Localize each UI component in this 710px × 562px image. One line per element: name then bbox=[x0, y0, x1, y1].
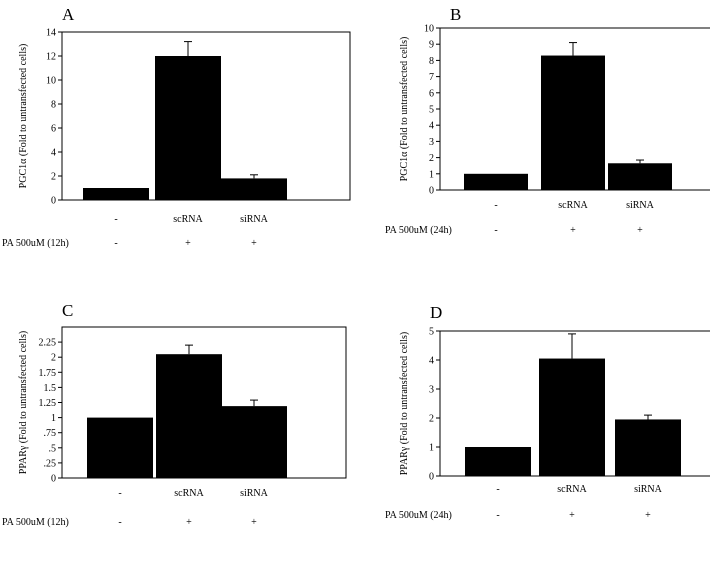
y-tick-label: 1 bbox=[429, 443, 434, 454]
treatment-value: + bbox=[185, 238, 191, 249]
y-axis-label: PGC1α (Fold to untransfected cells) bbox=[399, 37, 410, 182]
treatment-value: - bbox=[496, 510, 499, 521]
y-tick-label: 0 bbox=[429, 186, 434, 197]
category-label: siRNA bbox=[240, 214, 269, 225]
category-label: scRNA bbox=[174, 488, 204, 499]
y-axis-label: PGC1α (Fold to untransfected cells) bbox=[18, 44, 29, 189]
y-tick-label: 0 bbox=[429, 472, 434, 483]
bar-3 bbox=[221, 406, 287, 478]
panel-letter: C bbox=[62, 301, 73, 320]
treatment-label: PA 500uM (12h) bbox=[2, 517, 69, 528]
y-axis-label: PPARγ (Fold to untransfected cells) bbox=[18, 331, 29, 474]
treatment-value: - bbox=[114, 238, 117, 249]
category-label: siRNA bbox=[626, 200, 655, 211]
y-tick-label: .5 bbox=[49, 443, 57, 454]
y-tick-label: 0 bbox=[51, 196, 56, 207]
bar-3 bbox=[615, 419, 681, 476]
treatment-label: PA 500uM (24h) bbox=[385, 510, 452, 521]
y-tick-label: 14 bbox=[46, 28, 56, 39]
chart-panel-a: A 0 2 4 6 8 10 12 14 PGC1α (Fold to untransfected… bbox=[2, 5, 351, 249]
y-tick-label: 1.25 bbox=[39, 398, 57, 409]
y-tick-label: 4 bbox=[51, 148, 56, 159]
category-label: - bbox=[496, 484, 499, 495]
y-tick-label: 2 bbox=[429, 153, 434, 164]
y-tick-label: 3 bbox=[429, 385, 434, 396]
bar-2 bbox=[541, 55, 605, 190]
y-tick-label: 1.5 bbox=[44, 383, 57, 394]
y-tick-label: 10 bbox=[46, 76, 56, 87]
category-label: - bbox=[494, 200, 497, 211]
chart-panel-c: C 0 .25 .5 .75 1 1.25 1.5 1.75 2 2.25 PPARγ (Fold t… bbox=[2, 301, 347, 528]
category-label: - bbox=[114, 214, 117, 225]
bar-2 bbox=[156, 354, 222, 478]
y-tick-label: .75 bbox=[44, 428, 57, 439]
y-tick-label: 8 bbox=[51, 100, 56, 111]
y-tick-label: 2.25 bbox=[39, 338, 57, 349]
treatment-label: PA 500uM (12h) bbox=[2, 238, 69, 249]
category-label: siRNA bbox=[240, 488, 269, 499]
y-tick-label: 4 bbox=[429, 121, 434, 132]
y-tick-label: 7 bbox=[429, 72, 434, 83]
treatment-value: - bbox=[494, 225, 497, 236]
category-label: siRNA bbox=[634, 484, 663, 495]
y-tick-label: 2 bbox=[429, 414, 434, 425]
bar-3 bbox=[221, 178, 287, 200]
y-tick-label: 0 bbox=[51, 474, 56, 485]
category-label: scRNA bbox=[173, 214, 203, 225]
bar-1 bbox=[87, 417, 153, 478]
y-tick-label: 10 bbox=[424, 24, 434, 35]
category-label: scRNA bbox=[558, 200, 588, 211]
y-tick-label: 1 bbox=[429, 169, 434, 180]
panel-letter: D bbox=[430, 303, 442, 322]
y-tick-label: 2 bbox=[51, 353, 56, 364]
bar-1 bbox=[83, 188, 149, 200]
treatment-value: + bbox=[251, 238, 257, 249]
bar-2 bbox=[539, 358, 605, 476]
y-tick-label: 1.75 bbox=[39, 368, 57, 379]
y-tick-label: .25 bbox=[44, 458, 57, 469]
y-tick-label: 8 bbox=[429, 56, 434, 67]
treatment-value: + bbox=[569, 510, 575, 521]
bar-2 bbox=[155, 56, 221, 200]
y-tick-label: 3 bbox=[429, 137, 434, 148]
y-tick-label: 5 bbox=[429, 105, 434, 116]
category-label: - bbox=[118, 488, 121, 499]
y-tick-label: 12 bbox=[46, 52, 56, 63]
bar-1 bbox=[464, 173, 528, 190]
treatment-value: + bbox=[570, 225, 576, 236]
treatment-value: + bbox=[186, 517, 192, 528]
y-axis-label: PPARγ (Fold to untransfected cells) bbox=[399, 332, 410, 475]
y-tick-label: 9 bbox=[429, 40, 434, 51]
panel-letter: B bbox=[450, 5, 461, 24]
y-tick-label: 4 bbox=[429, 356, 434, 367]
y-tick-label: 1 bbox=[51, 413, 56, 424]
treatment-value: + bbox=[637, 225, 643, 236]
chart-panel-d: D 0 1 2 3 4 5 PPARγ (Fold to untransfected cell… bbox=[385, 303, 710, 521]
bar-1 bbox=[465, 447, 531, 476]
treatment-value: - bbox=[118, 517, 121, 528]
panel-letter: A bbox=[62, 5, 75, 24]
bar-3 bbox=[608, 163, 672, 190]
chart-panel-b: B 0 1 2 3 4 5 6 7 8 9 10 PGC1α (Fold to untransfecte… bbox=[385, 5, 710, 236]
treatment-value: + bbox=[645, 510, 651, 521]
treatment-label: PA 500uM (24h) bbox=[385, 225, 452, 236]
y-tick-label: 6 bbox=[51, 124, 56, 135]
y-tick-label: 6 bbox=[429, 88, 434, 99]
y-tick-label: 2 bbox=[51, 172, 56, 183]
category-label: scRNA bbox=[557, 484, 587, 495]
treatment-value: + bbox=[251, 517, 257, 528]
y-tick-label: 5 bbox=[429, 327, 434, 338]
